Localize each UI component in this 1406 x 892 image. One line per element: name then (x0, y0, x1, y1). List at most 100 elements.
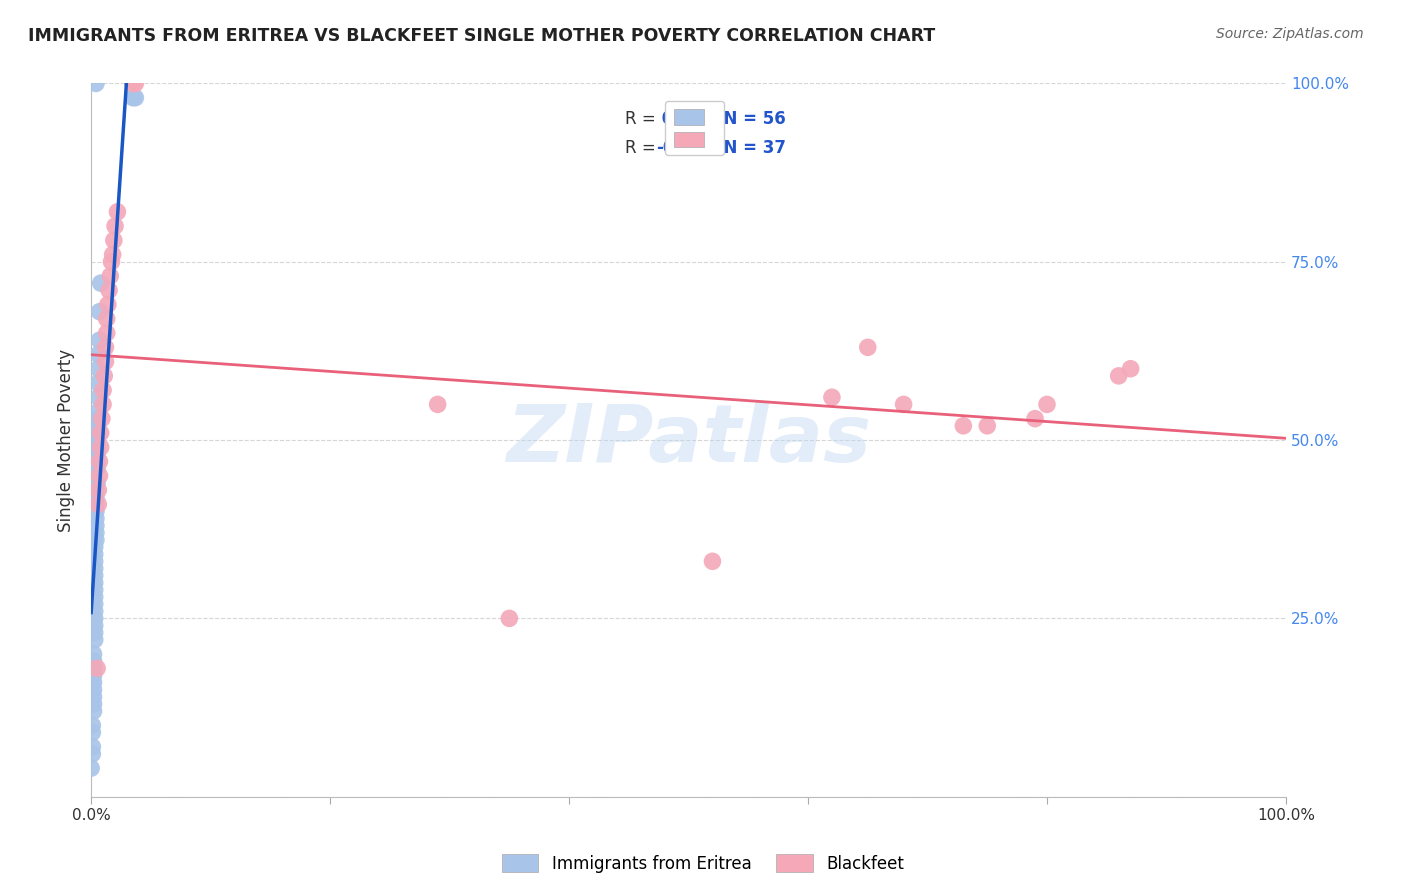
Legend: , : , (665, 101, 724, 155)
Point (83, 561, 105, 575)
Point (83, 590, 105, 604)
Text: IMMIGRANTS FROM ERITREA VS BLACKFEET SINGLE MOTHER POVERTY CORRELATION CHART: IMMIGRANTS FROM ERITREA VS BLACKFEET SIN… (28, 27, 935, 45)
Point (87, 376, 110, 390)
Point (86, 475, 108, 490)
Point (83, 661, 105, 675)
Text: 0.523: 0.523 (657, 110, 714, 128)
Point (86, 440, 108, 454)
Point (87, 390, 110, 404)
Point (83, 647, 105, 661)
Point (702, 554, 724, 568)
Text: R =: R = (626, 110, 657, 128)
Point (104, 219, 127, 233)
Point (89, 454, 111, 468)
Point (82, 725, 104, 739)
Point (86, 661, 108, 675)
Point (97, 297, 120, 311)
Point (84, 525, 107, 540)
Point (93, 368, 115, 383)
Point (124, 77, 146, 91)
Text: Source: ZipAtlas.com: Source: ZipAtlas.com (1216, 27, 1364, 41)
Point (83, 604, 105, 618)
Point (1119, 361, 1142, 376)
Point (94, 340, 117, 354)
Point (91, 383, 114, 397)
Point (83, 540, 105, 554)
Point (91, 397, 114, 411)
Text: N = 37: N = 37 (713, 138, 786, 157)
Point (86, 433, 108, 447)
Point (83, 597, 105, 611)
Point (498, 611, 520, 625)
Point (94, 354, 117, 368)
Point (84, 497, 107, 511)
Point (90, 425, 112, 440)
Point (86, 454, 108, 468)
Point (87, 404, 110, 418)
Point (83, 554, 105, 568)
Point (103, 233, 125, 247)
Point (122, 77, 145, 91)
Point (83, 704, 105, 718)
Text: ZIPatlas: ZIPatlas (506, 401, 872, 479)
Point (84, 77, 107, 91)
Point (98, 268, 121, 283)
Point (83, 675, 105, 690)
Point (90, 411, 112, 425)
Point (96, 326, 118, 340)
Point (83, 618, 105, 632)
Point (82, 747, 104, 761)
Point (426, 397, 449, 411)
Point (86, 461, 108, 475)
Point (86, 418, 108, 433)
Point (83, 668, 105, 682)
Point (893, 397, 915, 411)
Point (101, 247, 124, 261)
Point (84, 490, 107, 504)
Point (84, 483, 107, 497)
Point (83, 625, 105, 640)
Point (83, 611, 105, 625)
Point (90, 440, 112, 454)
Point (84, 518, 107, 533)
Point (100, 254, 122, 268)
Point (89, 468, 111, 483)
Point (84, 533, 107, 547)
Point (83, 697, 105, 711)
Point (83, 568, 105, 582)
Point (96, 311, 118, 326)
Point (83, 575, 105, 590)
Point (98, 283, 121, 297)
Point (976, 418, 998, 433)
Point (1108, 368, 1130, 383)
Point (821, 390, 844, 404)
Point (83, 632, 105, 647)
Point (122, 91, 145, 105)
Point (83, 654, 105, 668)
Point (856, 340, 879, 354)
Point (87, 483, 110, 497)
Point (82, 718, 104, 732)
Point (107, 204, 129, 219)
Point (124, 91, 146, 105)
Point (83, 582, 105, 597)
Text: R =: R = (626, 138, 657, 157)
Point (84, 504, 107, 518)
Point (82, 739, 104, 754)
Point (87, 361, 110, 376)
Point (80, 761, 103, 775)
Point (83, 690, 105, 704)
Point (89, 333, 111, 347)
Point (89, 304, 111, 318)
Point (83, 682, 105, 697)
Point (90, 276, 112, 290)
Point (87, 347, 110, 361)
Point (84, 511, 107, 525)
Text: -0.085: -0.085 (657, 138, 716, 157)
Point (86, 447, 108, 461)
Point (87, 497, 110, 511)
Legend: Immigrants from Eritrea, Blackfeet: Immigrants from Eritrea, Blackfeet (495, 847, 911, 880)
Text: N = 56: N = 56 (713, 110, 786, 128)
Point (1036, 397, 1059, 411)
Point (86, 425, 108, 440)
